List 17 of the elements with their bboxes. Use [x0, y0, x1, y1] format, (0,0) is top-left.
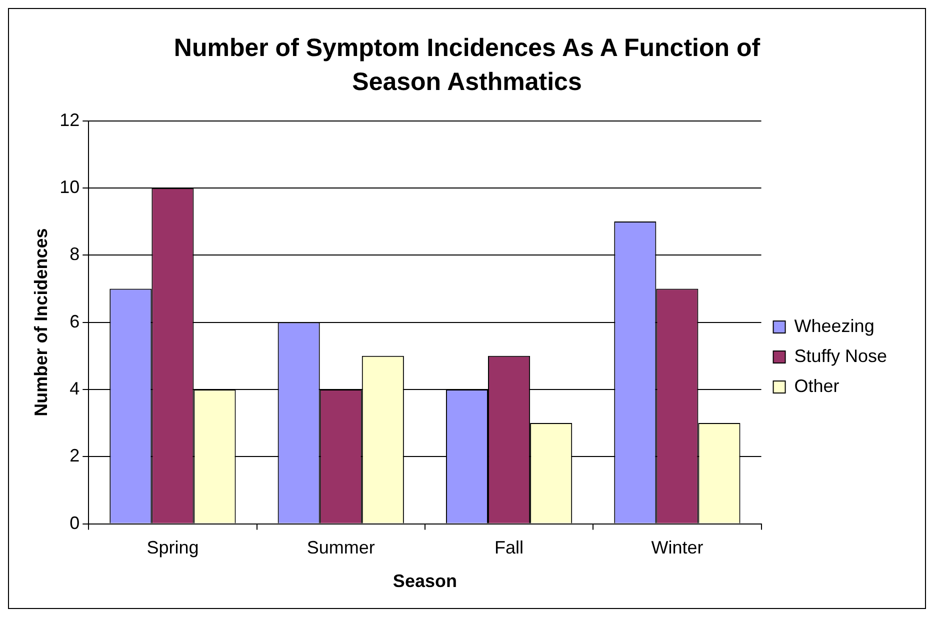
y-axis-title: Number of Incidences [30, 228, 51, 416]
y-tick-label: 0 [70, 512, 80, 533]
x-tick-label: Fall [494, 538, 524, 558]
x-axis-title: Season [392, 571, 457, 592]
legend-label: Wheezing [794, 316, 874, 336]
y-tick-label: 6 [70, 311, 80, 332]
x-tick-label: Summer [306, 538, 375, 558]
y-tick-label: 12 [60, 110, 80, 130]
chart-title: Number of Symptom Incidences As A Function of Season Asthmatics [172, 33, 762, 98]
y-tick-label: 2 [70, 446, 80, 466]
y-tick-label: 4 [70, 378, 80, 398]
y-tick-label: 10 [60, 176, 80, 197]
x-tick-label: Winter [651, 538, 704, 558]
legend-label: Other [794, 376, 840, 396]
x-tick-label: Spring [146, 538, 199, 558]
legend-label: Stuffy Nose [794, 346, 888, 366]
y-tick-label: 8 [70, 244, 80, 264]
